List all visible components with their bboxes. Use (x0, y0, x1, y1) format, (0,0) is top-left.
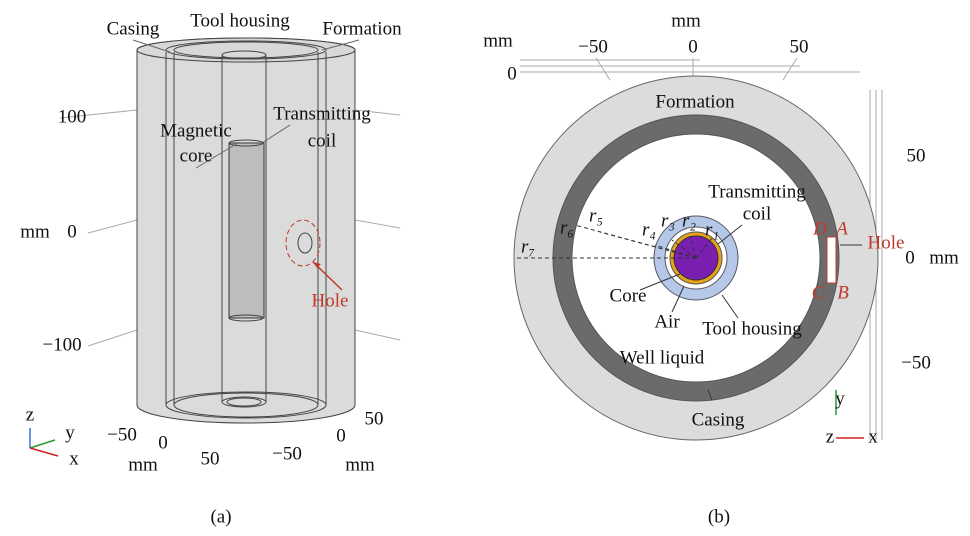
label: Well liquid (620, 347, 705, 368)
label: coil (308, 130, 337, 151)
radius-label: r₄ (642, 219, 656, 240)
caption: (a) (210, 506, 231, 527)
tick-label: 100 (58, 106, 87, 127)
tick-label: −50 (901, 352, 931, 373)
panel-a: Casing Tool housing Formation Magnetic c… (20, 10, 402, 527)
panel-b: mm −50 0 50 mm 0 50 0 −50 mm Formation T… (483, 10, 959, 527)
label: Casing (692, 409, 745, 430)
axis-unit: mm (345, 454, 375, 475)
tick-label: −100 (42, 334, 81, 355)
tick-label: 0 (688, 36, 698, 57)
axis-line (355, 220, 400, 228)
label: Magnetic (160, 120, 232, 141)
axis-unit: mm (671, 10, 701, 31)
point-label: A (834, 218, 848, 239)
axis-unit: mm (929, 247, 959, 268)
tick-label: −50 (272, 443, 302, 464)
tick-label: 0 (905, 247, 915, 268)
hole (827, 237, 836, 283)
axis-line (783, 58, 797, 80)
label: Casing (107, 18, 160, 39)
figure: Casing Tool housing Formation Magnetic c… (0, 0, 970, 536)
radius-label: r₁ (705, 219, 719, 240)
triad-label: y (835, 388, 845, 409)
axis-unit: mm (128, 454, 158, 475)
tick-label: 50 (790, 36, 809, 57)
axis-line (88, 330, 137, 346)
tick-label: 0 (67, 221, 77, 242)
tick-label: 0 (507, 63, 517, 84)
label: Transmitting (708, 181, 806, 202)
tick-label: −50 (578, 36, 608, 57)
label: Transmitting (273, 103, 371, 124)
triad-label: z (26, 404, 34, 425)
axis-unit: mm (20, 221, 50, 242)
label: coil (743, 203, 772, 224)
tick-label: 50 (907, 145, 926, 166)
label: core (180, 145, 213, 166)
tick-label: 50 (201, 448, 220, 469)
radius-label: r₂ (682, 210, 696, 231)
radius-label: r₆ (560, 217, 574, 238)
axis-line (88, 220, 137, 233)
radius-label: r₇ (521, 236, 535, 257)
label: Hole (312, 290, 349, 311)
triad-label: y (65, 422, 75, 443)
triad-label: z (826, 426, 834, 447)
triad-label: x (69, 448, 79, 469)
radius-label: r₃ (661, 210, 675, 231)
point-label: D (812, 218, 827, 239)
tick-label: 0 (336, 425, 346, 446)
axis-unit: mm (483, 30, 513, 51)
triad-x (30, 448, 58, 456)
magnetic-core (229, 143, 264, 318)
point-label: C (812, 282, 825, 303)
label: Hole (868, 232, 905, 253)
label: Core (610, 285, 647, 306)
axis-line (355, 330, 400, 340)
label: Formation (655, 91, 735, 112)
label: Tool housing (190, 10, 290, 31)
point-label: B (837, 282, 849, 303)
triad-y (30, 440, 55, 448)
tick-label: 0 (158, 432, 168, 453)
radius-label: r₅ (589, 205, 603, 226)
tick-label: 50 (365, 408, 384, 429)
tick-label: −50 (107, 424, 137, 445)
triad-label: x (868, 426, 878, 447)
axis-line (596, 58, 610, 80)
label: Tool housing (702, 318, 802, 339)
label: Formation (322, 18, 402, 39)
label: Air (654, 311, 680, 332)
caption: (b) (708, 506, 730, 527)
